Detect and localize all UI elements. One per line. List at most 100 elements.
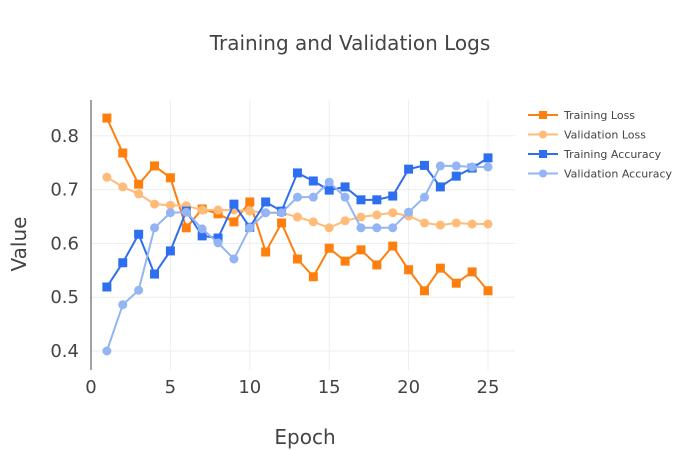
- data-point: [213, 238, 223, 248]
- data-point: [181, 223, 191, 233]
- data-point: [419, 192, 429, 202]
- data-point: [324, 243, 334, 253]
- data-point: [292, 192, 302, 202]
- x-tick-label: 5: [165, 377, 176, 398]
- data-point: [435, 161, 445, 171]
- data-point: [483, 153, 493, 163]
- data-point: [261, 197, 271, 207]
- data-point: [419, 286, 429, 296]
- data-point: [467, 219, 477, 229]
- legend-label: Training Loss: [563, 109, 635, 122]
- data-point: [435, 220, 445, 230]
- series-validation-accuracy: [102, 161, 493, 356]
- data-point: [467, 267, 477, 277]
- data-point: [356, 223, 366, 233]
- x-tick-label: 20: [397, 377, 420, 398]
- data-point: [245, 197, 255, 207]
- x-axis-label: Epoch: [274, 425, 335, 449]
- data-point: [197, 205, 207, 215]
- data-point: [308, 192, 318, 202]
- data-point: [134, 189, 144, 199]
- data-point: [292, 254, 302, 264]
- data-point: [340, 256, 350, 266]
- data-point: [388, 223, 398, 233]
- legend-marker: [539, 150, 547, 158]
- data-point: [102, 113, 112, 123]
- data-point: [308, 176, 318, 186]
- x-tick-label: 10: [238, 377, 261, 398]
- data-point: [229, 254, 239, 264]
- x-tick-label: 25: [477, 377, 500, 398]
- data-point: [102, 346, 112, 356]
- data-point: [435, 182, 445, 192]
- data-point: [102, 282, 112, 292]
- data-point: [451, 218, 461, 228]
- data-point: [404, 164, 414, 174]
- data-point: [181, 207, 191, 217]
- data-point: [372, 260, 382, 270]
- data-point: [340, 192, 350, 202]
- y-tick-label: 0.7: [50, 180, 79, 201]
- y-tick-label: 0.6: [50, 233, 79, 254]
- data-point: [340, 216, 350, 226]
- data-point: [118, 300, 128, 310]
- data-point: [134, 229, 144, 239]
- data-point: [197, 231, 207, 241]
- data-point: [435, 263, 445, 273]
- chart-title: Training and Validation Logs: [209, 31, 491, 55]
- data-point: [483, 162, 493, 172]
- data-point: [404, 265, 414, 275]
- data-point: [308, 272, 318, 282]
- data-point: [134, 179, 144, 189]
- data-point: [404, 207, 414, 217]
- y-tick-label: 0.8: [50, 126, 79, 147]
- data-point: [277, 208, 287, 218]
- data-point: [451, 171, 461, 181]
- data-point: [356, 195, 366, 205]
- data-point: [356, 212, 366, 222]
- data-point: [213, 205, 223, 215]
- data-point: [451, 161, 461, 171]
- data-point: [150, 161, 160, 171]
- data-point: [261, 247, 271, 257]
- data-point: [388, 241, 398, 251]
- data-point: [292, 212, 302, 222]
- y-tick-label: 0.5: [50, 287, 79, 308]
- data-point: [467, 162, 477, 172]
- data-point: [165, 173, 175, 183]
- data-point: [308, 217, 318, 227]
- data-point: [419, 218, 429, 228]
- data-point: [277, 218, 287, 228]
- data-point: [197, 224, 207, 234]
- data-point: [261, 208, 271, 218]
- data-point: [292, 168, 302, 178]
- data-point: [372, 210, 382, 220]
- x-tick-label: 15: [318, 377, 341, 398]
- data-point: [102, 172, 112, 182]
- legend-label: Validation Loss: [564, 129, 646, 142]
- data-point: [165, 208, 175, 218]
- series-validation-loss: [102, 172, 493, 233]
- data-point: [229, 199, 239, 209]
- data-point: [229, 217, 239, 227]
- legend[interactable]: Training Loss Validation Loss Training Acc…: [528, 109, 673, 181]
- data-point: [150, 269, 160, 279]
- data-point: [419, 160, 429, 170]
- data-point: [324, 185, 334, 195]
- data-point: [150, 223, 160, 233]
- data-point: [388, 191, 398, 201]
- y-axis-label: Value: [7, 217, 31, 272]
- data-point: [134, 285, 144, 295]
- legend-marker: [539, 130, 547, 139]
- data-point: [245, 206, 255, 216]
- legend-marker: [539, 169, 547, 178]
- y-tick-label: 0.4: [50, 341, 79, 362]
- legend-label: Training Accuracy: [563, 148, 662, 161]
- data-point: [388, 208, 398, 218]
- data-point: [118, 148, 128, 158]
- data-point: [324, 177, 334, 187]
- data-point: [356, 245, 366, 255]
- data-point: [118, 258, 128, 268]
